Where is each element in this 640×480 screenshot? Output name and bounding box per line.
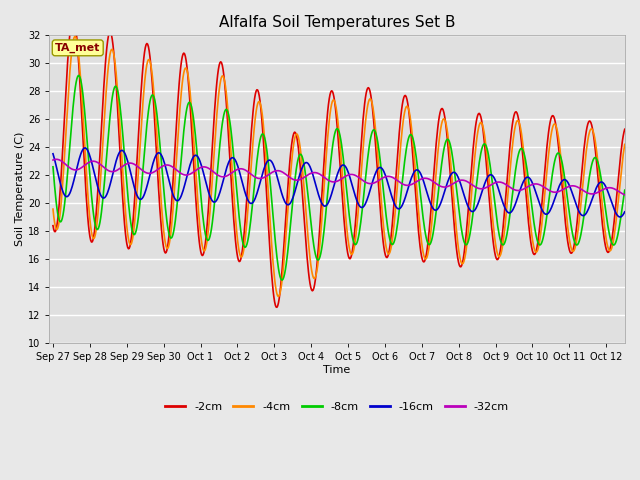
Title: Alfalfa Soil Temperatures Set B: Alfalfa Soil Temperatures Set B — [219, 15, 455, 30]
Text: TA_met: TA_met — [55, 43, 100, 53]
Legend: -2cm, -4cm, -8cm, -16cm, -32cm: -2cm, -4cm, -8cm, -16cm, -32cm — [161, 398, 513, 417]
Y-axis label: Soil Temperature (C): Soil Temperature (C) — [15, 132, 25, 246]
X-axis label: Time: Time — [323, 365, 351, 375]
